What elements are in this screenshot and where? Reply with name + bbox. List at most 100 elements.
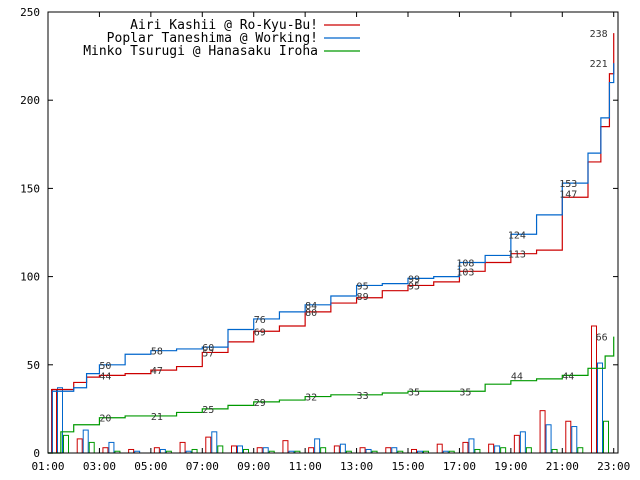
- y-tick-label-250: 250: [20, 6, 40, 19]
- x-tick-label-1700: 17:00: [443, 460, 476, 473]
- point-label-3-2300: 66: [596, 333, 608, 344]
- point-label-1-2100: 147: [559, 190, 577, 201]
- point-label-2-1100: 84: [305, 301, 317, 312]
- point-label-3-1700: 35: [459, 387, 471, 398]
- bar-2-0800: [237, 445, 243, 454]
- bar-1-2000: [539, 410, 546, 454]
- series-line-3: [48, 336, 615, 454]
- x-tick-label-2100: 21:00: [546, 460, 579, 473]
- point-label-2-1700: 108: [456, 258, 474, 269]
- point-label-3-2100: 44: [562, 371, 574, 382]
- bar-1-1200: [333, 445, 340, 454]
- bar-1-1000: [282, 440, 289, 454]
- bar-1-0700: [205, 436, 212, 454]
- point-label-1-0900: 69: [254, 327, 266, 338]
- bar-2-0100: [57, 387, 63, 454]
- point-label-1-2300: 238: [590, 29, 608, 40]
- bar-2-1800: [494, 445, 501, 454]
- bar-2-0700: [211, 431, 218, 454]
- bar-2-1300: [365, 448, 372, 454]
- point-label-3-0900: 29: [254, 398, 266, 409]
- x-tick-label-0100: 01:00: [31, 460, 64, 473]
- legend-label-3: Minko Tsurugi @ Hanasaku Iroha: [83, 44, 318, 59]
- point-label-3-0700: 25: [202, 405, 214, 416]
- bar-3-1700: [474, 448, 481, 454]
- hourly-bars: [51, 325, 609, 454]
- point-label-1-1700: 103: [456, 267, 474, 278]
- bar-1-0600: [179, 441, 186, 454]
- series-line-2: [48, 63, 615, 454]
- x-tick-label-0500: 05:00: [134, 460, 167, 473]
- bar-3-1100: [320, 447, 327, 454]
- point-label-1-1500: 95: [408, 281, 420, 292]
- point-label-3-0300: 20: [99, 414, 111, 425]
- point-label-1-1900: 113: [508, 250, 526, 261]
- point-label-2-2100: 153: [559, 179, 577, 190]
- bar-1-0800: [231, 445, 237, 454]
- bar-2-2000: [545, 424, 552, 454]
- point-label-1-0300: 44: [99, 371, 111, 382]
- bar-2-1900: [519, 431, 526, 454]
- bar-2-0300: [108, 441, 115, 454]
- x-tick-label-1900: 19:00: [494, 460, 527, 473]
- axes: 0 50 100 150 200 250 01:00 03:00 05:00 07:00 09:00…: [20, 6, 630, 473]
- point-label-1-0500: 47: [151, 366, 163, 377]
- bar-1-1800: [488, 443, 495, 454]
- y-tick-label-100: 100: [20, 271, 40, 284]
- bar-1-2100: [565, 420, 572, 454]
- bar-1-0400: [128, 448, 135, 454]
- bar-1-1500: [411, 448, 417, 454]
- point-label-1-1100: 80: [305, 308, 317, 319]
- bar-3-0200: [88, 441, 95, 454]
- bar-3-0600: [191, 448, 198, 454]
- bar-1-1600: [436, 443, 443, 454]
- bar-2-1700: [468, 438, 475, 454]
- bar-3-2000: [551, 448, 558, 454]
- x-tick-label-1300: 13:00: [340, 460, 373, 473]
- x-tick-label-1500: 15:00: [391, 460, 424, 473]
- y-tick-label-150: 150: [20, 182, 40, 195]
- bar-1-1900: [513, 434, 520, 454]
- bar-2-1100: [314, 438, 321, 454]
- bar-2-2200: [597, 362, 603, 454]
- bar-2-0500: [159, 448, 166, 454]
- bar-1-0300: [102, 447, 109, 454]
- bar-2-2100: [571, 426, 578, 454]
- point-label-3-1500: 35: [408, 387, 420, 398]
- y-tick-label-0: 0: [33, 447, 40, 460]
- point-label-1-0700: 57: [202, 348, 214, 359]
- bar-1-0500: [153, 447, 160, 454]
- cumulative-lines: [48, 33, 615, 454]
- point-label-2-1300: 95: [357, 281, 369, 292]
- bar-2-0900: [262, 447, 269, 454]
- bar-1-0900: [256, 447, 263, 454]
- point-label-2-0300: 50: [99, 361, 111, 372]
- y-tick-label-50: 50: [27, 359, 40, 372]
- bar-1-1300: [359, 447, 366, 454]
- legend-label-1: Airi Kashii @ Ro-Kyu-Bu!: [130, 18, 318, 33]
- series-line-1: [48, 33, 615, 454]
- bar-1-0200: [76, 438, 83, 454]
- bar-3-2100: [577, 447, 584, 454]
- point-label-3-1100: 32: [305, 393, 317, 404]
- x-tick-label-2300: 23:00: [597, 460, 630, 473]
- bar-3-0700: [217, 445, 224, 454]
- bar-3-2200: [603, 420, 609, 454]
- bar-1-2200: [591, 325, 597, 454]
- x-tick-label-0300: 03:00: [83, 460, 116, 473]
- point-label-2-0500: 58: [151, 347, 163, 358]
- bar-1-1400: [385, 447, 392, 454]
- point-label-2-0900: 76: [254, 315, 266, 326]
- bar-3-1900: [525, 447, 532, 454]
- bar-2-1200: [339, 443, 346, 454]
- legend: Airi Kashii @ Ro-Kyu-Bu!Poplar Taneshima…: [83, 18, 360, 59]
- point-label-2-1900: 124: [508, 230, 526, 241]
- x-tick-label-0700: 07:00: [186, 460, 219, 473]
- point-label-2-1500: 99: [408, 274, 420, 285]
- point-label-2-2300: 221: [590, 59, 608, 70]
- bar-1-1700: [462, 441, 469, 454]
- bar-3-0800: [243, 448, 249, 454]
- bar-2-0200: [82, 429, 89, 454]
